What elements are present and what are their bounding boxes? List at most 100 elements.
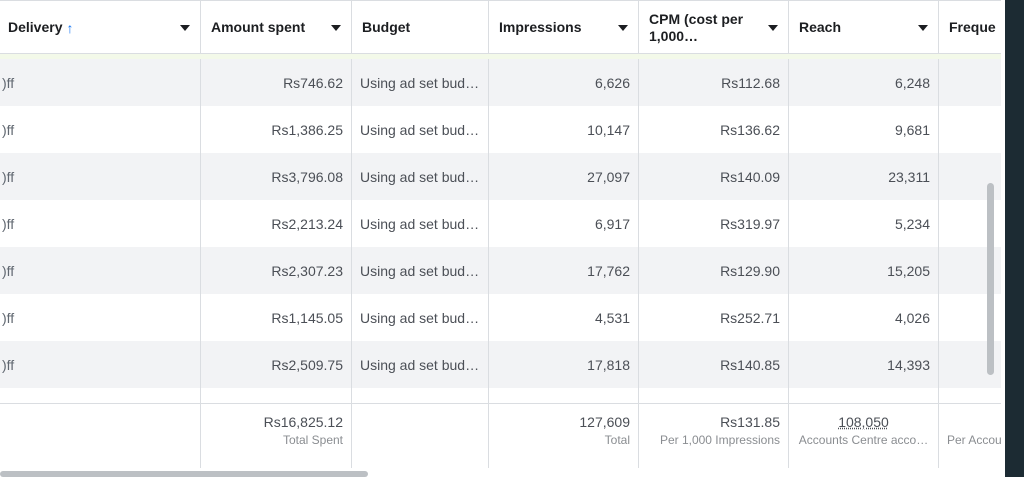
table-header: Delivery ↑ Amount spent Budget Impressio… xyxy=(0,0,1001,54)
table-row[interactable]: )ff Rs3,796.08 Using ad set bud… 27,097 … xyxy=(0,153,1001,200)
table-row[interactable]: )ff Rs2,213.24 Using ad set bud… 6,917 R… xyxy=(0,200,1001,247)
column-header-label: Freque xyxy=(949,19,996,35)
budget-cell[interactable]: Using ad set bud… xyxy=(352,294,489,341)
column-header-label: Amount spent xyxy=(211,19,306,35)
summary-value xyxy=(947,414,1001,431)
summary-cpm: Rs131.85 Per 1,000 Impressions xyxy=(639,404,789,468)
budget-cell[interactable]: Using ad set bud… xyxy=(352,341,489,388)
amount-spent-cell: Rs2,509.75 xyxy=(201,341,352,388)
delivery-cell: )ff xyxy=(0,247,201,294)
chevron-down-icon[interactable] xyxy=(331,25,341,31)
horizontal-scrollbar[interactable] xyxy=(0,471,368,477)
delivery-cell: )ff xyxy=(0,341,201,388)
impressions-cell: 6,626 xyxy=(489,59,639,106)
chevron-down-icon[interactable] xyxy=(618,25,628,31)
frequency-cell xyxy=(939,106,1001,153)
impressions-cell: 10,147 xyxy=(489,106,639,153)
reach-cell: 14,393 xyxy=(789,341,939,388)
spacer-cell xyxy=(489,388,639,403)
spacer-cell xyxy=(201,388,352,403)
column-header-label: Delivery xyxy=(8,19,63,35)
column-header-amount-spent[interactable]: Amount spent xyxy=(201,1,352,54)
budget-cell[interactable]: Using ad set bud… xyxy=(352,59,489,106)
summary-value: 127,609 xyxy=(579,414,630,430)
amount-spent-cell: Rs1,145.05 xyxy=(201,294,352,341)
table-row[interactable]: )ff Rs746.62 Using ad set bud… 6,626 Rs1… xyxy=(0,59,1001,106)
cpm-cell: Rs112.68 xyxy=(639,59,789,106)
table-row[interactable]: )ff Rs1,386.25 Using ad set bud… 10,147 … xyxy=(0,106,1001,153)
spacer-cell xyxy=(789,388,939,403)
cpm-cell: Rs140.09 xyxy=(639,153,789,200)
reach-cell: 23,311 xyxy=(789,153,939,200)
amount-spent-cell: Rs2,213.24 xyxy=(201,200,352,247)
spacer-cell xyxy=(352,388,489,403)
impressions-cell: 17,762 xyxy=(489,247,639,294)
summary-delivery-cell xyxy=(0,404,201,468)
amount-spent-cell: Rs2,307.23 xyxy=(201,247,352,294)
column-header-label: CPM (cost per 1,000… xyxy=(649,10,744,44)
summary-budget xyxy=(352,404,489,468)
impressions-cell: 6,917 xyxy=(489,200,639,247)
summary-label: Total xyxy=(604,433,630,447)
impressions-cell: 27,097 xyxy=(489,153,639,200)
cpm-cell: Rs252.71 xyxy=(639,294,789,341)
amount-spent-cell: Rs3,796.08 xyxy=(201,153,352,200)
chevron-down-icon[interactable] xyxy=(180,25,190,31)
summary-value[interactable]: 108,050 xyxy=(838,414,889,430)
vertical-scrollbar[interactable] xyxy=(987,183,994,375)
spacer-cell xyxy=(0,388,201,403)
column-header-label: Impressions xyxy=(499,19,582,35)
reach-cell: 9,681 xyxy=(789,106,939,153)
summary-label: Accounts Centre acco… xyxy=(798,433,929,447)
frequency-cell xyxy=(939,59,1001,106)
arrow-up-icon[interactable]: ↑ xyxy=(66,19,74,36)
column-header-budget[interactable]: Budget xyxy=(352,1,489,54)
reach-cell: 5,234 xyxy=(789,200,939,247)
summary-reach[interactable]: 108,050 Accounts Centre acco… xyxy=(789,404,939,468)
summary-label: Per 1,000 Impressions xyxy=(659,433,780,447)
summary-frequency: Per Accou xyxy=(939,404,1001,468)
cpm-cell: Rs136.62 xyxy=(639,106,789,153)
summary-label: Total Spent xyxy=(282,433,343,447)
reach-cell: 6,248 xyxy=(789,59,939,106)
column-header-label: Reach xyxy=(799,19,842,35)
column-header-label: Budget xyxy=(362,19,411,35)
cpm-cell: Rs129.90 xyxy=(639,247,789,294)
spacer-cell xyxy=(639,388,789,403)
summary-impressions: 127,609 Total xyxy=(489,404,639,468)
table-row[interactable]: )ff Rs1,145.05 Using ad set bud… 4,531 R… xyxy=(0,294,1001,341)
header-divider xyxy=(0,54,1001,59)
amount-spent-cell: Rs746.62 xyxy=(201,59,352,106)
table-row[interactable]: )ff Rs2,307.23 Using ad set bud… 17,762 … xyxy=(0,247,1001,294)
impressions-cell: 4,531 xyxy=(489,294,639,341)
cpm-cell: Rs319.97 xyxy=(639,200,789,247)
chevron-down-icon[interactable] xyxy=(768,25,778,31)
budget-cell[interactable]: Using ad set bud… xyxy=(352,106,489,153)
impressions-cell: 17,818 xyxy=(489,341,639,388)
summary-label: Per Accou xyxy=(947,433,1001,447)
delivery-cell: )ff xyxy=(0,59,201,106)
column-header-cpm[interactable]: CPM (cost per 1,000… xyxy=(639,1,789,54)
amount-spent-cell: Rs1,386.25 xyxy=(201,106,352,153)
budget-cell[interactable]: Using ad set bud… xyxy=(352,247,489,294)
summary-amount-spent: Rs16,825.12 Total Spent xyxy=(201,404,352,468)
column-header-impressions[interactable]: Impressions xyxy=(489,1,639,54)
table-summary-row: Rs16,825.12 Total Spent 127,609 Total Rs… xyxy=(0,403,1001,468)
window-edge xyxy=(1005,0,1024,477)
table-row-spacer xyxy=(0,388,1001,403)
delivery-cell: )ff xyxy=(0,153,201,200)
delivery-cell: )ff xyxy=(0,106,201,153)
delivery-cell: )ff xyxy=(0,294,201,341)
budget-cell[interactable]: Using ad set bud… xyxy=(352,153,489,200)
delivery-cell: )ff xyxy=(0,200,201,247)
column-header-reach[interactable]: Reach xyxy=(789,1,939,54)
column-header-frequency[interactable]: Freque xyxy=(939,1,1001,54)
table-row[interactable]: )ff Rs2,509.75 Using ad set bud… 17,818 … xyxy=(0,341,1001,388)
reach-cell: 15,205 xyxy=(789,247,939,294)
budget-cell[interactable]: Using ad set bud… xyxy=(352,200,489,247)
summary-value: Rs131.85 xyxy=(720,414,780,430)
cpm-cell: Rs140.85 xyxy=(639,341,789,388)
ads-table: Delivery ↑ Amount spent Budget Impressio… xyxy=(0,0,1001,477)
column-header-delivery[interactable]: Delivery ↑ xyxy=(0,1,201,54)
chevron-down-icon[interactable] xyxy=(918,25,928,31)
